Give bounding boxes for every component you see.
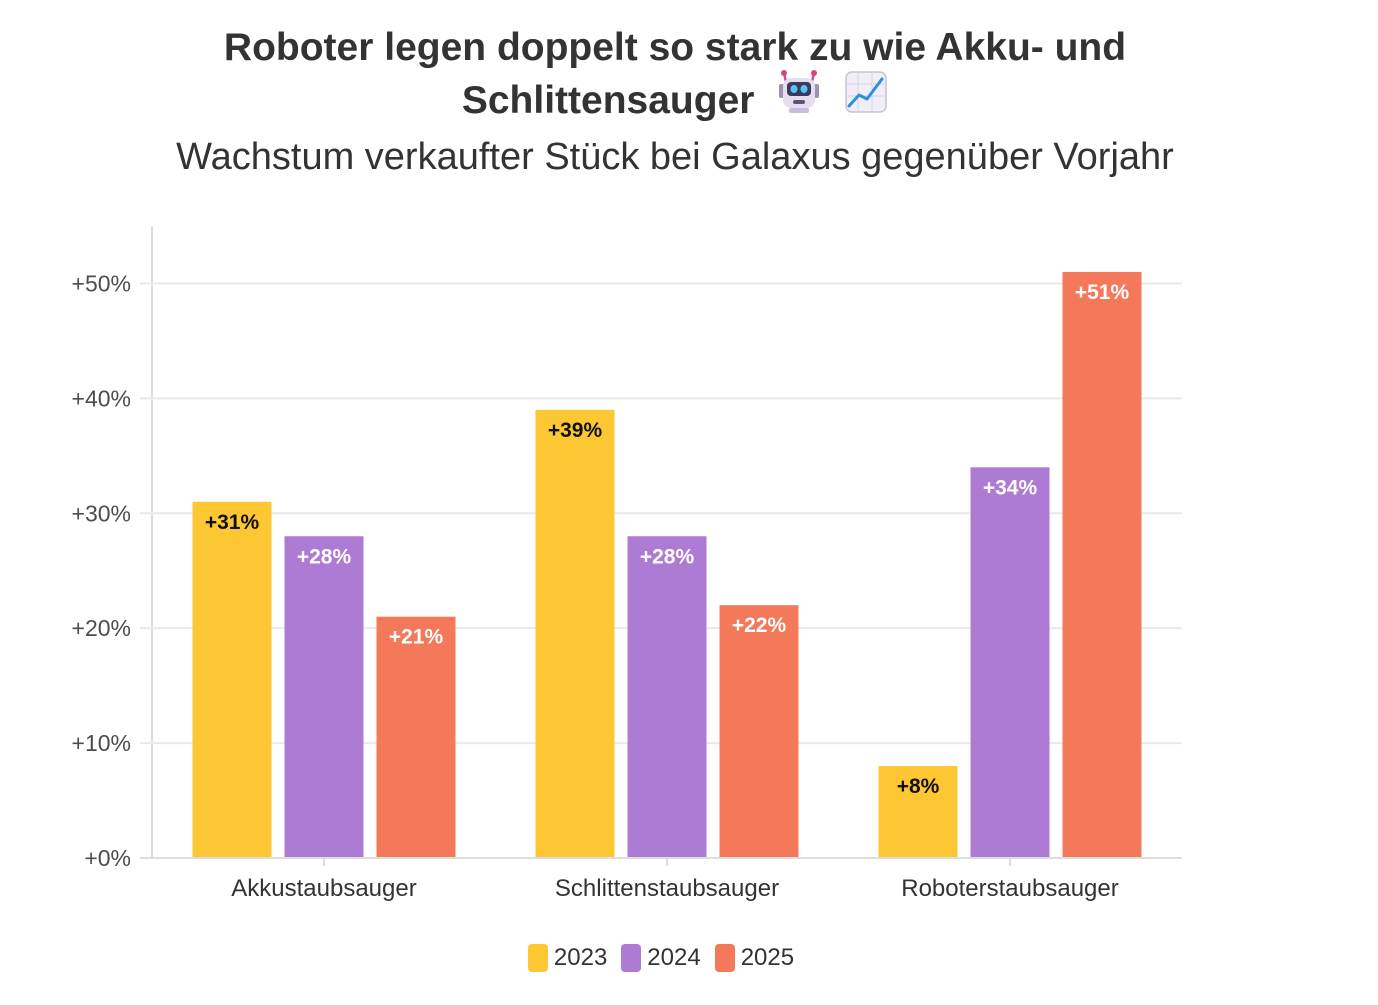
x-tick-label: Schlittenstaubsauger — [555, 875, 779, 902]
data-label: +8% — [897, 775, 940, 798]
bar-2023-Akkustaubsauger — [192, 501, 272, 858]
chart-legend: 2023 2024 2025 — [0, 944, 1322, 972]
legend-swatch-2025 — [714, 944, 735, 972]
legend-item-2023[interactable]: 2023 — [527, 944, 608, 972]
data-label: +31% — [205, 511, 260, 534]
robot-emoji-icon — [775, 69, 823, 128]
bar-2024-Schlittenstaubsauger — [627, 536, 707, 858]
bar-2025-Akkustaubsauger — [376, 616, 456, 858]
legend-label-2025: 2025 — [740, 944, 795, 971]
data-label: +28% — [297, 545, 352, 568]
data-label: +21% — [389, 626, 444, 649]
y-tick-label: +10% — [72, 730, 131, 756]
bar-2024-Akkustaubsauger — [284, 536, 364, 858]
chart-title-line-2: Schlittensauger — [0, 69, 1350, 128]
legend-item-2024[interactable]: 2024 — [621, 944, 701, 972]
legend-label-2023: 2023 — [553, 944, 608, 971]
chart-title-text-1: Roboter legen doppelt so stark zu wie Ak… — [223, 26, 1127, 69]
legend-swatch-2024 — [621, 944, 642, 972]
y-tick-label: +0% — [84, 845, 131, 871]
data-label: +51% — [1075, 281, 1130, 304]
legend-swatch-2023 — [527, 944, 548, 972]
x-tick-label: Akkustaubsauger — [231, 875, 416, 902]
bar-chart: +0% +10% +20% +30% +40% +50% Akkustaubsauger +3… — [72, 226, 1182, 902]
bar-2023-Schlittenstaubsauger — [535, 409, 615, 858]
chart-subtitle: Wachstum verkaufter Stück bei Galaxus ge… — [176, 136, 1174, 178]
legend-label-2024: 2024 — [647, 944, 701, 971]
x-tick-label: Roboterstaubsauger — [901, 875, 1118, 902]
data-label: +28% — [640, 545, 695, 568]
chart-title-line-1: Roboter legen doppelt so stark zu wie Ak… — [0, 22, 1350, 74]
bar-2025-Roboterstaubsauger — [1062, 271, 1142, 858]
bar-2024-Roboterstaubsauger — [970, 467, 1050, 858]
y-tick-label: +50% — [72, 270, 131, 296]
data-label: +39% — [548, 419, 603, 442]
y-tick-label: +40% — [72, 385, 131, 411]
chart-title-text-2: Schlittensauger — [461, 79, 755, 122]
legend-item-2025[interactable]: 2025 — [714, 944, 795, 972]
bar-2023-Roboterstaubsauger — [878, 766, 958, 858]
data-label: +22% — [732, 614, 787, 637]
bar-2025-Schlittenstaubsauger — [719, 605, 799, 858]
data-label: +34% — [983, 476, 1038, 499]
y-tick-label: +30% — [72, 500, 131, 526]
y-tick-label: +20% — [72, 615, 131, 641]
chart-increasing-emoji-icon — [844, 70, 888, 128]
